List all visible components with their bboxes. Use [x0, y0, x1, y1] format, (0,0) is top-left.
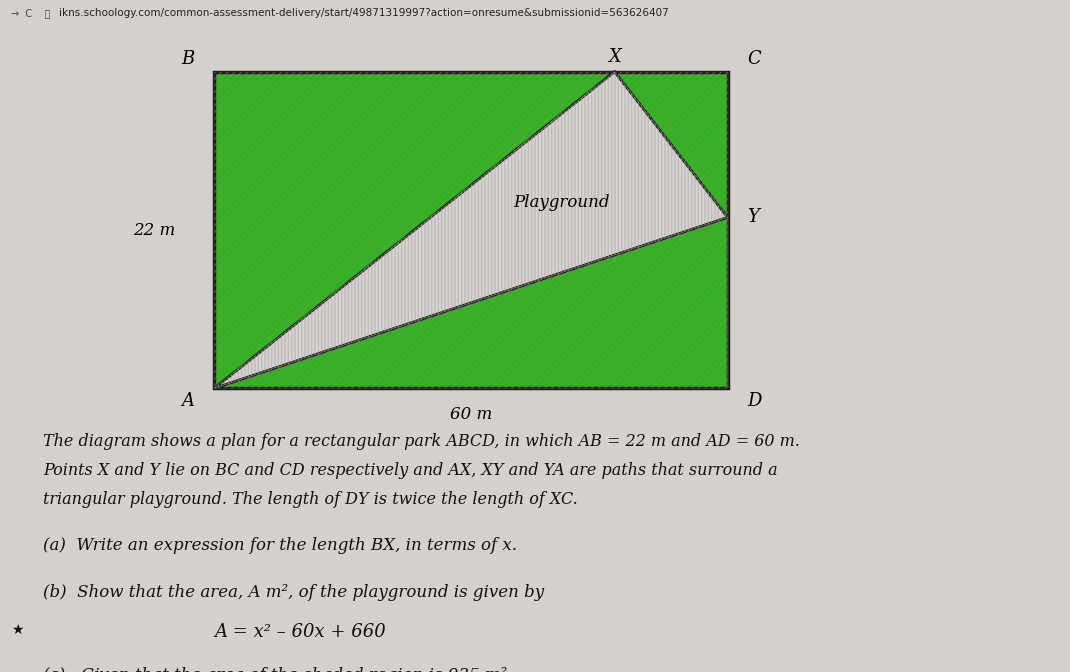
Text: X: X [608, 48, 621, 66]
Text: 22 m: 22 m [134, 222, 175, 239]
Text: Y: Y [747, 208, 759, 226]
Text: C: C [747, 50, 761, 68]
Text: (c)   Given that the area of the shaded region is 935 m².: (c) Given that the area of the shaded re… [43, 667, 513, 672]
Text: →  C    🔒: → C 🔒 [11, 8, 50, 18]
Text: B: B [182, 50, 195, 68]
Text: Playground: Playground [514, 194, 610, 210]
Text: A: A [182, 392, 195, 410]
Polygon shape [214, 72, 728, 388]
Text: ikns.schoology.com/common-assessment-delivery/start/49871319997?action=onresume&: ikns.schoology.com/common-assessment-del… [59, 8, 669, 18]
Text: Points X and Y lie on BC and CD respectively and AX, XY and YA are paths that su: Points X and Y lie on BC and CD respecti… [43, 462, 778, 478]
Text: The diagram shows a plan for a rectangular park ABCD, in which AB = 22 m and AD : The diagram shows a plan for a rectangul… [43, 433, 799, 450]
Text: 60 m: 60 m [449, 406, 492, 423]
Text: A = x² – 60x + 660: A = x² – 60x + 660 [214, 623, 386, 641]
Text: triangular playground. The length of DY is twice the length of XC.: triangular playground. The length of DY … [43, 491, 578, 507]
Polygon shape [214, 72, 728, 388]
Text: D: D [747, 392, 761, 410]
Text: (a)  Write an expression for the length BX, in terms of x.: (a) Write an expression for the length B… [43, 537, 517, 554]
Text: (b)  Show that the area, A m², of the playground is given by: (b) Show that the area, A m², of the pla… [43, 584, 544, 601]
Text: ★: ★ [11, 623, 24, 637]
